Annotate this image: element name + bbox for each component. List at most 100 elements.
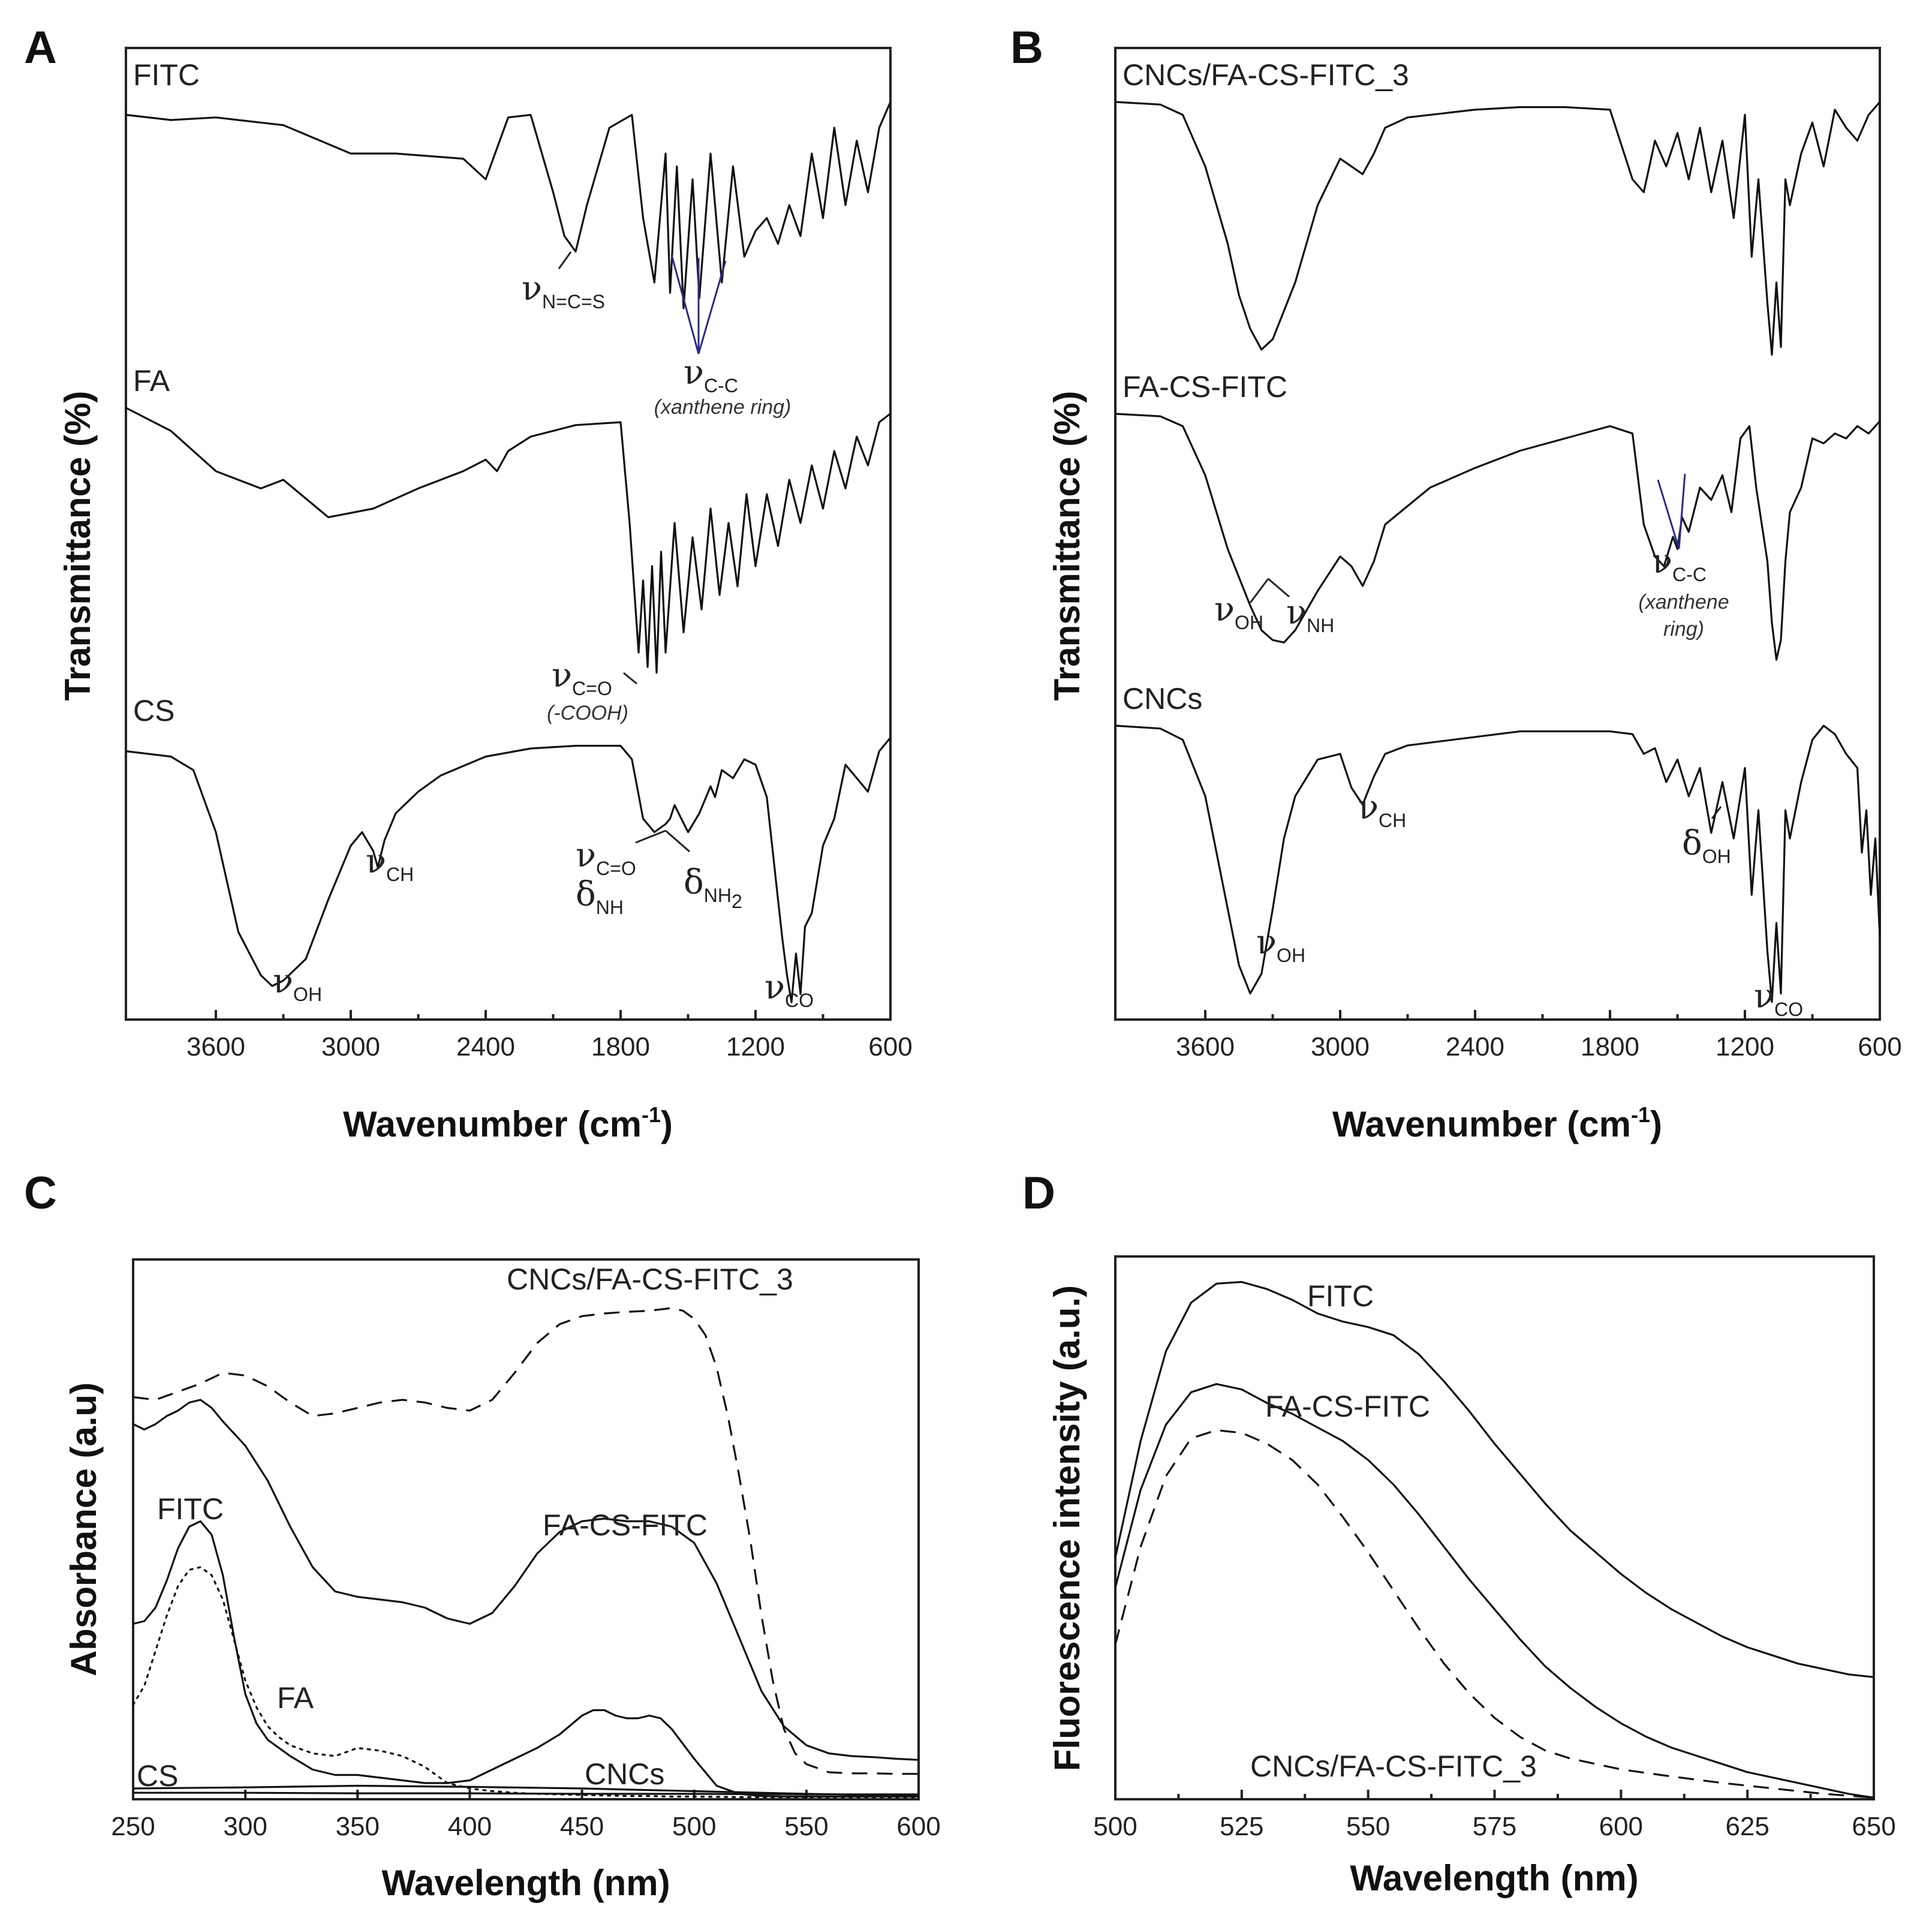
panel-a-annot-line-cc-3 (697, 260, 727, 354)
panel-b-annot-nu-co: νCO (1754, 977, 1803, 1020)
panel-a-annot-nu-ch: νCH (366, 842, 414, 885)
panel-c-label-cs: CS (137, 1759, 178, 1793)
panel-b-y-axis-label: Transmittance (%) (1047, 391, 1087, 701)
panel-a-annot-xanthene: (xanthene ring) (654, 396, 792, 419)
panel-a-x-tick-label-4: 1200 (726, 1032, 785, 1062)
panel-d-x-tick-label-3: 575 (1473, 1812, 1516, 1841)
panel-b-x-tick-label-2: 2400 (1446, 1032, 1504, 1062)
panel-b-annot-nu-ch: νCH (1358, 788, 1406, 831)
panel-c-label: C (24, 1168, 57, 1219)
panel-c-x-tick-label-7: 600 (896, 1812, 940, 1841)
panel-d-label: D (1022, 1168, 1055, 1219)
panel-d-x-tick-label-4: 600 (1599, 1812, 1643, 1841)
panel-c-x-tick-label-5: 500 (672, 1812, 716, 1841)
panel-b-annot-line-cc-2 (1678, 473, 1686, 549)
panel-c-plot-frame (132, 1258, 920, 1800)
panel-b-label-cncs-fa-cs-fitc-3: CNCs/FA-CS-FITC_3 (1123, 58, 1409, 92)
panel-a-line-fa (125, 407, 891, 674)
panel-a-annot-nu-ncs: νN=C=S (522, 269, 605, 312)
panel-b-x-ticks: 3600 3000 2400 1800 1200 600 (1176, 1010, 1902, 1062)
panel-c-line-fa-cs-fitc (133, 1399, 919, 1761)
panel-d-line-cncs-fa-cs-fitc-3 (1114, 1429, 1874, 1799)
panel-d-x-axis-label: Wavelength (nm) (1350, 1858, 1638, 1898)
panel-c-line-cncs (133, 1784, 919, 1797)
panel-a-annot-nu-co-dbl: νC=O (552, 656, 612, 699)
panel-c-line-cncs-fa-cs-fitc-3 (133, 1307, 919, 1775)
panel-d-x-tick-label-6: 650 (1852, 1812, 1895, 1841)
panel-c-series (132, 1307, 920, 1798)
panel-a-plot-frame (125, 47, 892, 1021)
panel-b-line-cncs-fa-cs-fitc-3 (1115, 101, 1881, 356)
panel-a-annot-nu-co-dbl-cs: νC=O (576, 836, 636, 879)
panel-b-annot-line-cc-1 (1657, 479, 1680, 549)
panel-d: D 500 525 550 575 600 625 650 Wavelength (nm) … (1022, 1168, 1896, 1898)
panel-a-annot-nu-oh: νOH (273, 962, 322, 1005)
panel-c-y-axis-label: Absorbance (a.u) (64, 1382, 104, 1676)
panel-c-label-cncs: CNCs (585, 1757, 664, 1791)
panel-a-label: A (24, 22, 57, 73)
panel-b-label-fa-cs-fitc: FA-CS-FITC (1123, 370, 1287, 404)
panel-a-label-fa: FA (133, 364, 170, 398)
panel-b-annot-nu-cc: νC-C (1652, 542, 1707, 585)
panel-d-line-fitc (1114, 1280, 1874, 1678)
panel-d-x-tick-label-2: 550 (1346, 1812, 1390, 1841)
panel-c-x-tick-label-2: 350 (336, 1812, 380, 1841)
panel-a-annot-line-co-dbl (623, 672, 637, 685)
panel-b-x-tick-label-1: 3000 (1311, 1032, 1370, 1062)
panel-c: C 250 300 350 400 450 500 550 600 Wavelength (n… (24, 1168, 941, 1903)
panel-b-plot-frame (1114, 47, 1881, 1021)
panel-a-x-tick-label-5: 600 (868, 1032, 912, 1062)
panel-a-annot-line-amide-2 (665, 829, 690, 853)
panel-b-annot-xanthene-2: ring) (1663, 618, 1704, 641)
panel-b-line-fa-cs-fitc (1115, 413, 1881, 661)
panel-c-x-tick-label-1: 300 (223, 1812, 267, 1841)
panel-a-x-tick-label-0: 3600 (186, 1032, 245, 1062)
panel-a-line-fitc (125, 101, 892, 309)
panel-a-x-tick-label-1: 3000 (321, 1032, 380, 1062)
panel-d-label-fitc: FITC (1307, 1279, 1374, 1313)
panel-b: B 3600 3000 2400 1800 1200 600 Wavenumber (cm… (1010, 22, 1902, 1144)
panel-c-x-tick-label-0: 250 (111, 1812, 155, 1841)
panel-c-line-fa (132, 1566, 920, 1798)
panel-b-annot-line-delta-oh (1711, 806, 1722, 819)
panel-b-annot-line-oh (1249, 578, 1269, 603)
panel-c-x-ticks: 250 300 350 400 450 500 550 600 (111, 1790, 941, 1841)
panel-a-annot-delta-nh2: δNH2 (684, 863, 742, 912)
panel-d-x-tick-label-0: 500 (1093, 1812, 1137, 1841)
panel-b-annot-nu-nh: νNH (1286, 593, 1334, 636)
panel-d-x-tick-label-1: 525 (1220, 1812, 1263, 1841)
panel-c-x-axis-label: Wavelength (nm) (381, 1863, 670, 1903)
panel-a-y-axis-label: Transmittance (%) (58, 391, 98, 701)
panel-b-x-axis-label: Wavenumber (cm-1) (1332, 1102, 1662, 1144)
panel-b-label-cncs: CNCs (1123, 682, 1202, 716)
panel-b-x-tick-label-3: 1800 (1581, 1032, 1639, 1062)
panel-a-x-tick-label-3: 1800 (591, 1032, 650, 1062)
panel-a-annot-nu-co: νCO (765, 968, 814, 1011)
panel-b-x-tick-label-4: 1200 (1716, 1032, 1774, 1062)
panel-b-label: B (1010, 22, 1043, 73)
panel-d-label-fa-cs-fitc: FA-CS-FITC (1265, 1390, 1430, 1423)
panel-b-series: CNCs/FA-CS-FITC_3 FA-CS-FITC CNCs (1115, 58, 1881, 1003)
panel-c-label-cncs-fa-cs-fitc-3: CNCs/FA-CS-FITC_3 (507, 1262, 793, 1296)
panel-b-x-tick-label-0: 3600 (1176, 1032, 1235, 1062)
panel-a-series: FITC FA CS (125, 58, 892, 1003)
panel-a-annot-line-cc-1 (670, 254, 700, 354)
panel-c-label-fa: FA (277, 1681, 314, 1715)
panel-a-annot-delta-nh: δNH (576, 875, 624, 918)
panel-b-annot-line-nh (1268, 578, 1290, 598)
panel-a-line-cs (125, 736, 892, 1003)
panel-a-annot-line-amide-1 (635, 829, 666, 844)
panel-a: A 3600 3000 2400 1800 1200 600 Wavenumber (cm… (24, 22, 913, 1144)
panel-a-label-cs: CS (133, 694, 174, 727)
panel-d-series (1114, 1280, 1874, 1799)
panel-d-line-fa-cs-fitc (1114, 1383, 1874, 1799)
panel-b-annot-delta-oh: δOH (1682, 824, 1731, 867)
panel-c-x-tick-label-6: 550 (784, 1812, 828, 1841)
panel-b-annot-xanthene-1: (xanthene (1638, 591, 1729, 614)
panel-a-x-axis-label: Wavenumber (cm-1) (343, 1102, 673, 1144)
panel-a-annot-nu-cc: νC-C (684, 353, 738, 396)
panel-d-y-axis-label: Fluorescence intensity (a.u.) (1047, 1285, 1087, 1771)
panel-b-line-cncs (1115, 724, 1881, 1003)
panel-a-x-ticks: 3600 3000 2400 1800 1200 600 (186, 1010, 913, 1062)
